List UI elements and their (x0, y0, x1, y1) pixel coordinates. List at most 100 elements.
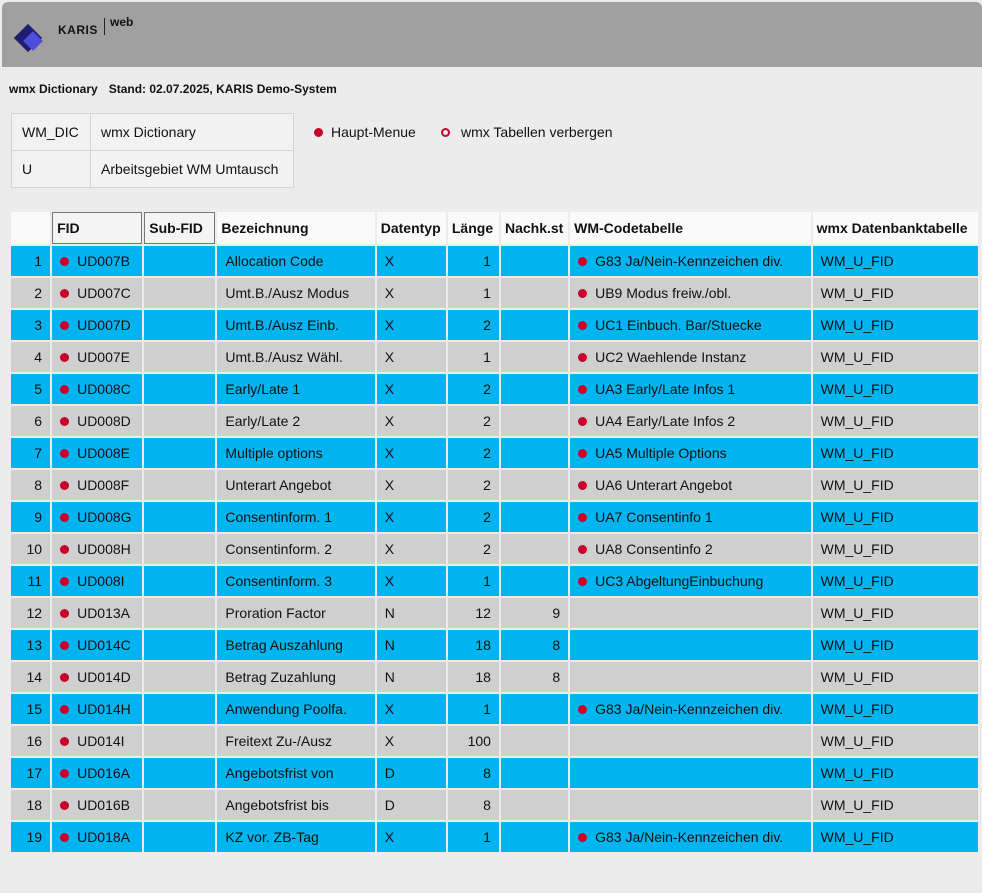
cell-dbtabelle-text[interactable]: WM_U_FID (820, 541, 894, 557)
cell-fid-text[interactable]: UD007D (77, 317, 131, 333)
cell-fid-text[interactable]: UD014H (77, 701, 131, 717)
cell-dbtabelle[interactable]: WM_U_FID (812, 790, 978, 820)
cell-fid[interactable]: UD016A (52, 758, 143, 788)
cell-fid[interactable]: UD008C (52, 374, 143, 404)
cell-dbtabelle[interactable]: WM_U_FID (812, 566, 978, 596)
cell-dbtabelle[interactable]: WM_U_FID (812, 726, 978, 756)
cell-fid[interactable]: UD007C (52, 278, 143, 308)
table-row[interactable]: 3 UD007D Umt.B./Ausz Einb. X 2 UC1 Einbuch. B… (11, 310, 978, 340)
cell-dbtabelle-text[interactable]: WM_U_FID (820, 445, 894, 461)
table-row[interactable]: 9 UD008G Consentinform. 1 X 2 UA7 Consentinfo… (11, 502, 978, 532)
hide-tables-label[interactable]: wmx Tabellen verbergen (461, 124, 613, 140)
cell-fid[interactable]: UD018A (52, 822, 143, 852)
cell-fid[interactable]: UD008I (52, 566, 143, 596)
cell-codetabelle-text[interactable]: G83 Ja/Nein-Kennzeichen div. (595, 253, 784, 269)
cell-fid[interactable]: UD016B (52, 790, 143, 820)
table-row[interactable]: 14 UD014D Betrag Zuzahlung N 18 8 WM_U_FID (11, 662, 978, 692)
col-header-subfid[interactable]: Sub-FID (144, 212, 216, 244)
cell-fid-text[interactable]: UD007B (77, 253, 130, 269)
cell-fid[interactable]: UD014H (52, 694, 143, 724)
cell-dbtabelle-text[interactable]: WM_U_FID (820, 669, 894, 685)
table-row[interactable]: 15 UD014H Anwendung Poolfa. X 1 G83 Ja/Nein-K… (11, 694, 978, 724)
cell-fid-text[interactable]: UD014C (77, 637, 131, 653)
cell-dbtabelle-text[interactable]: WM_U_FID (820, 477, 894, 493)
cell-dbtabelle-text[interactable]: WM_U_FID (820, 509, 894, 525)
cell-codetabelle[interactable]: UA5 Multiple Options (570, 438, 811, 468)
cell-dbtabelle-text[interactable]: WM_U_FID (820, 637, 894, 653)
cell-codetabelle[interactable]: UA7 Consentinfo 1 (570, 502, 811, 532)
cell-fid[interactable]: UD013A (52, 598, 143, 628)
cell-fid-text[interactable]: UD016B (77, 797, 130, 813)
cell-codetabelle-text[interactable]: UB9 Modus freiw./obl. (595, 285, 732, 301)
table-row[interactable]: 1 UD007B Allocation Code X 1 G83 Ja/Nein-Kenn… (11, 246, 978, 276)
cell-codetabelle[interactable]: G83 Ja/Nein-Kennzeichen div. (570, 822, 811, 852)
cell-dbtabelle-text[interactable]: WM_U_FID (820, 701, 894, 717)
cell-codetabelle-text[interactable]: UC3 AbgeltungEinbuchung (595, 573, 764, 589)
cell-codetabelle-text[interactable]: UC1 Einbuch. Bar/Stuecke (595, 317, 762, 333)
cell-fid[interactable]: UD008F (52, 470, 143, 500)
cell-fid-text[interactable]: UD008D (77, 413, 131, 429)
cell-fid[interactable]: UD014C (52, 630, 143, 660)
cell-dbtabelle[interactable]: WM_U_FID (812, 246, 978, 276)
cell-dbtabelle-text[interactable]: WM_U_FID (820, 829, 894, 845)
cell-dbtabelle-text[interactable]: WM_U_FID (820, 765, 894, 781)
cell-fid[interactable]: UD014I (52, 726, 143, 756)
cell-dbtabelle-text[interactable]: WM_U_FID (820, 285, 894, 301)
cell-dbtabelle-text[interactable]: WM_U_FID (820, 253, 894, 269)
cell-fid-text[interactable]: UD007C (77, 285, 131, 301)
table-row[interactable]: 17 UD016A Angebotsfrist von D 8 WM_U_FID (11, 758, 978, 788)
cell-codetabelle[interactable]: G83 Ja/Nein-Kennzeichen div. (570, 246, 811, 276)
cell-codetabelle-text[interactable]: UA6 Unterart Angebot (595, 477, 733, 493)
cell-dbtabelle-text[interactable]: WM_U_FID (820, 381, 894, 397)
col-header-fid[interactable]: FID (52, 212, 143, 244)
cell-fid-text[interactable]: UD014I (77, 733, 125, 749)
cell-fid[interactable]: UD007E (52, 342, 143, 372)
table-row[interactable]: 19 UD018A KZ vor. ZB-Tag X 1 G83 Ja/Nein-Kenn… (11, 822, 978, 852)
cell-fid[interactable]: UD007B (52, 246, 143, 276)
cell-dbtabelle[interactable]: WM_U_FID (812, 694, 978, 724)
cell-dbtabelle-text[interactable]: WM_U_FID (820, 733, 894, 749)
cell-fid-text[interactable]: UD008G (77, 509, 132, 525)
cell-dbtabelle[interactable]: WM_U_FID (812, 374, 978, 404)
cell-codetabelle-text[interactable]: UC2 Waehlende Instanz (595, 349, 747, 365)
cell-codetabelle[interactable]: UA6 Unterart Angebot (570, 470, 811, 500)
cell-fid-text[interactable]: UD018A (77, 829, 130, 845)
cell-fid[interactable]: UD014D (52, 662, 143, 692)
table-row[interactable]: 6 UD008D Early/Late 2 X 2 UA4 Early/Late Info… (11, 406, 978, 436)
cell-fid[interactable]: UD007D (52, 310, 143, 340)
cell-codetabelle[interactable]: UC3 AbgeltungEinbuchung (570, 566, 811, 596)
cell-codetabelle-text[interactable]: UA7 Consentinfo 1 (595, 509, 713, 525)
table-row[interactable]: 18 UD016B Angebotsfrist bis D 8 WM_U_FID (11, 790, 978, 820)
table-row[interactable]: 11 UD008I Consentinform. 3 X 1 UC3 AbgeltungE… (11, 566, 978, 596)
cell-dbtabelle[interactable]: WM_U_FID (812, 598, 978, 628)
cell-dbtabelle[interactable]: WM_U_FID (812, 630, 978, 660)
cell-dbtabelle[interactable]: WM_U_FID (812, 534, 978, 564)
cell-dbtabelle[interactable]: WM_U_FID (812, 822, 978, 852)
table-row[interactable]: 16 UD014I Freitext Zu-/Ausz X 100 WM_U_FID (11, 726, 978, 756)
cell-fid-text[interactable]: UD007E (77, 349, 130, 365)
cell-codetabelle-text[interactable]: UA4 Early/Late Infos 2 (595, 413, 736, 429)
cell-fid-text[interactable]: UD016A (77, 765, 130, 781)
cell-codetabelle[interactable]: UC2 Waehlende Instanz (570, 342, 811, 372)
cell-dbtabelle[interactable]: WM_U_FID (812, 470, 978, 500)
table-row[interactable]: 4 UD007E Umt.B./Ausz Wähl. X 1 UC2 Waehlende … (11, 342, 978, 372)
cell-codetabelle[interactable]: UC1 Einbuch. Bar/Stuecke (570, 310, 811, 340)
cell-codetabelle-text[interactable]: UA3 Early/Late Infos 1 (595, 381, 736, 397)
cell-fid[interactable]: UD008G (52, 502, 143, 532)
cell-fid[interactable]: UD008D (52, 406, 143, 436)
cell-fid-text[interactable]: UD008H (77, 541, 131, 557)
cell-dbtabelle[interactable]: WM_U_FID (812, 662, 978, 692)
cell-dbtabelle-text[interactable]: WM_U_FID (820, 317, 894, 333)
cell-dbtabelle[interactable]: WM_U_FID (812, 438, 978, 468)
cell-codetabelle[interactable]: UA3 Early/Late Infos 1 (570, 374, 811, 404)
table-row[interactable]: 5 UD008C Early/Late 1 X 2 UA3 Early/Late Info… (11, 374, 978, 404)
main-menu-link[interactable]: Haupt-Menue (314, 124, 416, 140)
cell-fid[interactable]: UD008E (52, 438, 143, 468)
cell-fid-text[interactable]: UD008F (77, 477, 130, 493)
cell-dbtabelle[interactable]: WM_U_FID (812, 758, 978, 788)
cell-dbtabelle[interactable]: WM_U_FID (812, 310, 978, 340)
cell-codetabelle-text[interactable]: G83 Ja/Nein-Kennzeichen div. (595, 829, 784, 845)
cell-codetabelle-text[interactable]: G83 Ja/Nein-Kennzeichen div. (595, 701, 784, 717)
table-row[interactable]: 10 UD008H Consentinform. 2 X 2 UA8 Consentinf… (11, 534, 978, 564)
cell-dbtabelle-text[interactable]: WM_U_FID (820, 797, 894, 813)
